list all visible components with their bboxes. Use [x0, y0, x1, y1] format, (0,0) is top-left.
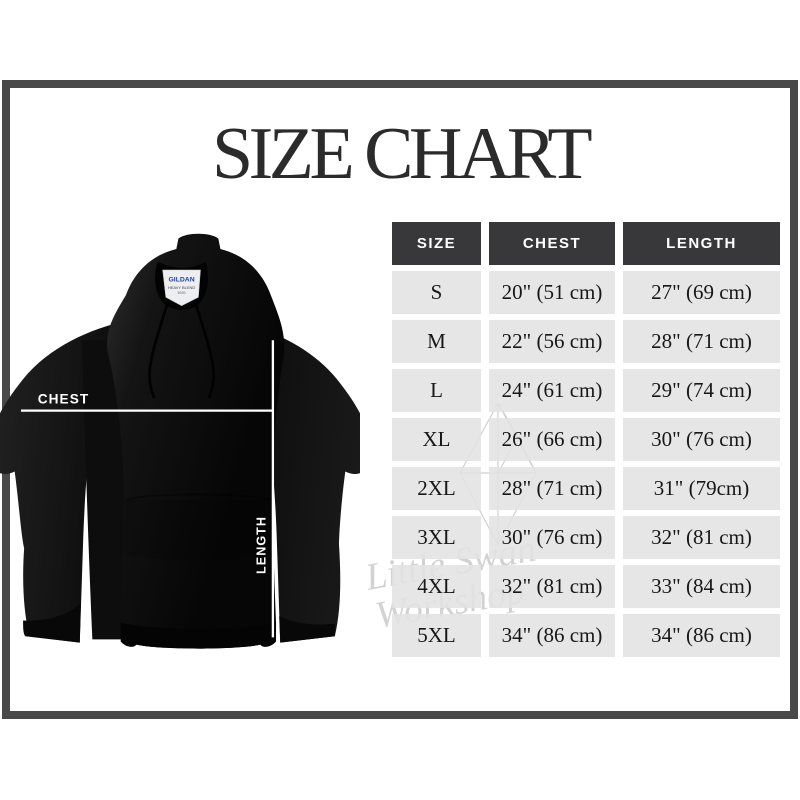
svg-text:GILDAN: GILDAN	[169, 277, 195, 284]
svg-text:HEAVY BLEND: HEAVY BLEND	[168, 285, 196, 290]
svg-text:LENGTH: LENGTH	[255, 516, 269, 574]
svg-text:CHEST: CHEST	[38, 391, 89, 406]
svg-text:50/50: 50/50	[178, 291, 186, 295]
